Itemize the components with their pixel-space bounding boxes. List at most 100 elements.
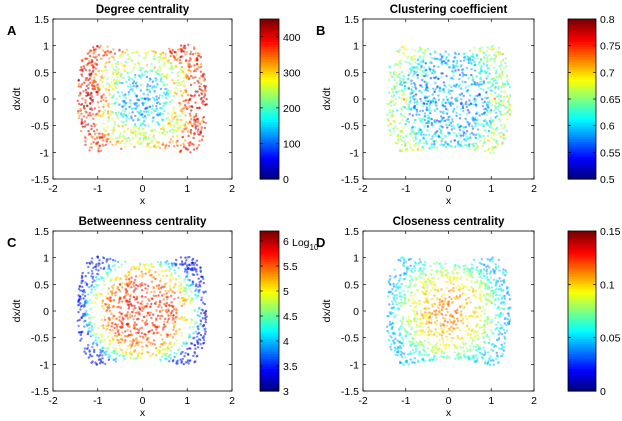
scatter-point [152, 109, 156, 112]
scatter-point [436, 107, 439, 111]
scatter-point [151, 104, 154, 107]
scatter-point [496, 280, 500, 283]
colorbar-segment [260, 166, 279, 170]
scatter-point [160, 76, 163, 79]
scatter-point [413, 104, 417, 108]
scatter-point [404, 60, 408, 64]
scatter-point [109, 113, 113, 116]
scatter-point [154, 137, 157, 141]
scatter-point [477, 286, 480, 289]
scatter-point [128, 273, 131, 277]
scatter-point [141, 289, 144, 292]
scatter-point [135, 339, 139, 342]
scatter-point [503, 317, 506, 321]
scatter-point [137, 310, 140, 314]
scatter-point [103, 104, 106, 107]
scatter-point [110, 110, 114, 114]
scatter-point [125, 140, 129, 143]
scatter-point [472, 315, 475, 318]
scatter-point [110, 129, 114, 132]
scatter-point [502, 102, 505, 106]
scatter-point [91, 342, 95, 345]
scatter-point [459, 124, 462, 128]
scatter-point [474, 94, 477, 98]
scatter-point [473, 312, 476, 315]
scatter-point [201, 135, 205, 138]
scatter-point [455, 111, 458, 115]
scatter-point [508, 298, 512, 301]
colorbar-segment [260, 104, 279, 108]
scatter-point [126, 329, 129, 332]
scatter-point [437, 94, 440, 97]
scatter-point [503, 342, 506, 345]
scatter-point [455, 279, 458, 283]
scatter-point [468, 111, 471, 114]
scatter-point [503, 294, 506, 298]
scatter-point [179, 47, 182, 51]
scatter-point [200, 96, 203, 100]
scatter-point [478, 275, 482, 278]
scatter-point [452, 287, 455, 290]
scatter-point [110, 55, 114, 58]
scatter-point [196, 285, 200, 288]
scatter-point [146, 93, 150, 96]
scatter-point [391, 302, 395, 306]
scatter-point [199, 82, 203, 86]
scatter-point [92, 122, 95, 126]
scatter-point [133, 267, 136, 271]
colorbar-segment [260, 343, 279, 347]
scatter-point [442, 356, 445, 359]
colorbar-segment [568, 86, 596, 90]
scatter-point [469, 55, 472, 59]
scatter-point [177, 348, 180, 352]
scatter-point [184, 262, 187, 266]
scatter-point [453, 127, 456, 130]
scatter-point [87, 61, 91, 65]
scatter-point [486, 75, 489, 78]
x-tick-label: 2 [229, 395, 235, 407]
scatter-point [178, 317, 181, 320]
scatter-point [140, 284, 144, 287]
scatter-point [428, 133, 431, 136]
scatter-point [486, 321, 489, 324]
scatter-point [76, 319, 80, 322]
scatter-point [432, 87, 435, 90]
scatter-point [422, 316, 425, 320]
scatter-point [107, 117, 110, 120]
panel-b: -2 -1 0 1 2-1.5-1-0.500.511.5xdx/dtClusterin… [316, 4, 621, 207]
scatter-point [445, 343, 448, 346]
scatter-point [406, 141, 410, 144]
scatter-point [134, 306, 137, 310]
scatter-point [458, 78, 461, 81]
scatter-point [199, 70, 203, 73]
scatter-point [389, 73, 392, 76]
scatter-point [147, 264, 150, 267]
scatter-point [88, 50, 91, 54]
scatter-point [135, 105, 139, 108]
scatter-point [415, 320, 418, 323]
scatter-point [158, 102, 162, 106]
colorbar-segment [260, 124, 279, 128]
scatter-point [441, 101, 444, 104]
scatter-point [113, 84, 117, 88]
scatter-point [159, 343, 162, 346]
scatter-point [133, 285, 136, 288]
scatter-point [153, 343, 157, 346]
scatter-point [118, 298, 121, 301]
scatter-point [488, 72, 491, 75]
scatter-point [476, 128, 480, 131]
colorbar-segment [568, 109, 596, 113]
scatter-point [199, 266, 202, 270]
scatter-point [129, 85, 132, 89]
scatter-point [412, 97, 415, 100]
scatter-point [200, 126, 203, 129]
scatter-point [146, 83, 149, 86]
scatter-point [192, 325, 195, 329]
scatter-point [109, 268, 113, 272]
scatter-point [502, 268, 505, 271]
colorbar-segment [260, 79, 279, 83]
scatter-point [126, 137, 129, 140]
scatter-point [471, 339, 475, 342]
scatter-point [459, 93, 462, 97]
scatter-point [394, 274, 398, 278]
